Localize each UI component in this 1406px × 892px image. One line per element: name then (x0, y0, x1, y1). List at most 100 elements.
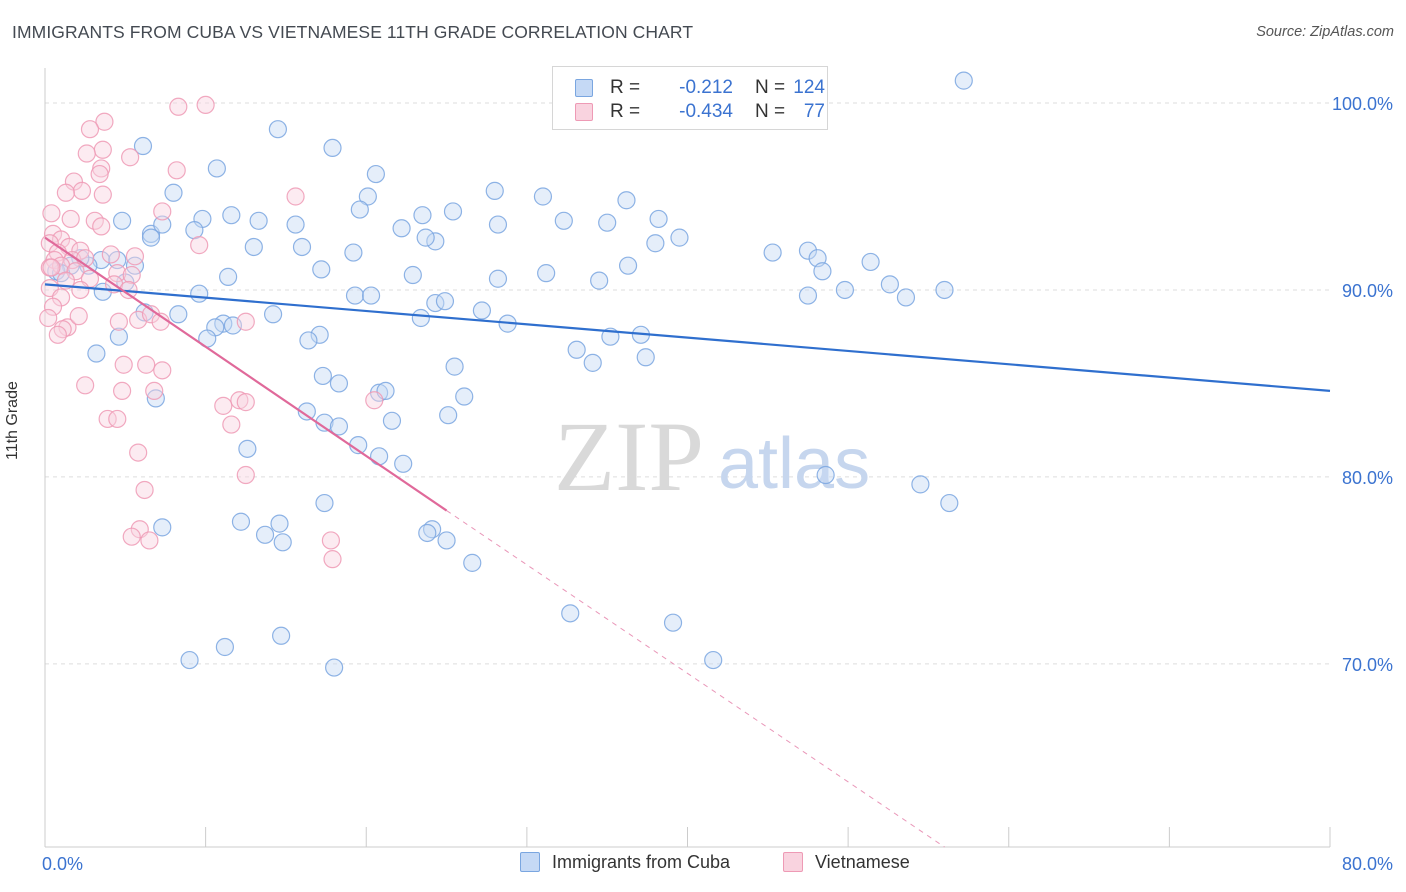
y-tick-label: 80.0% (1342, 468, 1393, 488)
point-cuba (437, 531, 456, 550)
y-tick-label: 70.0% (1342, 655, 1393, 675)
point-cuba (445, 357, 464, 376)
point-vietnamese (196, 95, 215, 115)
point-cuba (315, 493, 334, 513)
point-cuba (313, 366, 332, 386)
point-vietnamese (167, 161, 186, 180)
point-vietnamese (56, 183, 75, 202)
point-vietnamese (129, 443, 148, 462)
point-cuba (816, 465, 835, 485)
point-cuba (485, 181, 504, 200)
point-cuba (411, 308, 430, 328)
point-cuba (312, 260, 331, 279)
n-label: N = (755, 77, 786, 98)
point-cuba (403, 265, 422, 285)
point-cuba (382, 411, 402, 430)
point-cuba (813, 262, 832, 281)
point-cuba (109, 327, 128, 346)
point-cuba (361, 286, 381, 305)
point-vietnamese (43, 297, 63, 316)
point-cuba (268, 120, 288, 139)
point-vietnamese (101, 245, 120, 264)
point-cuba (646, 234, 665, 253)
point-cuba (649, 209, 668, 229)
point-vietnamese (71, 280, 90, 300)
point-cuba (169, 305, 188, 324)
point-vietnamese (286, 187, 305, 206)
point-cuba (238, 439, 257, 458)
point-cuba (272, 626, 291, 645)
point-cuba (344, 243, 363, 262)
point-vietnamese (323, 550, 342, 569)
axes (44, 68, 1331, 848)
point-cuba (598, 213, 617, 232)
data-points (39, 71, 973, 677)
point-vietnamese (236, 465, 255, 485)
point-vietnamese (76, 376, 95, 395)
point-vietnamese (80, 120, 100, 139)
point-cuba (350, 200, 369, 219)
point-cuba (861, 252, 880, 272)
point-cuba (439, 406, 458, 425)
point-cuba (455, 387, 474, 406)
point-cuba (880, 275, 899, 294)
point-cuba (292, 237, 312, 257)
point-cuba (231, 512, 251, 531)
point-cuba (190, 284, 209, 303)
point-vietnamese (169, 97, 188, 116)
point-cuba (443, 202, 463, 221)
point-cuba (567, 340, 586, 359)
point-vietnamese (122, 527, 141, 546)
point-cuba (141, 228, 161, 247)
point-vietnamese (125, 247, 145, 266)
point-vietnamese (48, 325, 67, 344)
point-cuba (940, 493, 959, 513)
point-cuba (463, 553, 482, 572)
point-cuba (704, 650, 723, 670)
point-cuba (392, 219, 411, 238)
point-cuba (273, 533, 292, 552)
point-cuba (911, 475, 930, 494)
r-value: -0.212 (679, 77, 733, 98)
n-label: N = (755, 101, 786, 122)
point-cuba (153, 215, 172, 234)
point-cuba (554, 211, 573, 230)
point-cuba (297, 402, 316, 421)
tick-labels: 100.0% 90.0% 80.0% 70.0% 0.0% 80.0% (42, 94, 1393, 874)
r-label: R = (610, 77, 641, 98)
n-value: 124 (793, 77, 825, 98)
n-value: 77 (803, 101, 825, 122)
watermark-atlas: atlas (718, 424, 870, 504)
point-cuba (488, 215, 508, 234)
point-cuba (618, 256, 638, 275)
legend-swatch-cuba (520, 852, 540, 872)
point-vietnamese (39, 308, 58, 328)
point-cuba (416, 228, 435, 247)
point-cuba (249, 211, 268, 230)
point-vietnamese (61, 209, 80, 229)
point-cuba (323, 138, 342, 158)
point-vietnamese (222, 415, 241, 434)
point-vietnamese (321, 531, 341, 550)
point-vietnamese (365, 391, 384, 410)
point-vietnamese (122, 265, 141, 285)
point-vietnamese (190, 236, 209, 255)
point-vietnamese (108, 409, 127, 429)
point-vietnamese (114, 355, 133, 374)
point-vietnamese (108, 264, 127, 283)
point-cuba (426, 232, 445, 251)
point-vietnamese (77, 144, 96, 163)
point-vietnamese (109, 312, 128, 331)
gridlines (45, 102, 1330, 665)
correlation-legend: R = -0.212 N = 124 R = -0.434 N = 77 (552, 66, 828, 130)
trend-line-vietnamese (44, 236, 448, 512)
watermark-zip: ZIP (554, 401, 704, 512)
point-cuba (935, 280, 954, 300)
point-vietnamese (53, 320, 72, 339)
point-cuba (537, 264, 556, 283)
point-vietnamese (95, 112, 114, 131)
point-vietnamese (90, 164, 109, 184)
point-cuba (561, 604, 580, 623)
point-vietnamese (137, 355, 156, 374)
point-cuba (133, 136, 153, 156)
